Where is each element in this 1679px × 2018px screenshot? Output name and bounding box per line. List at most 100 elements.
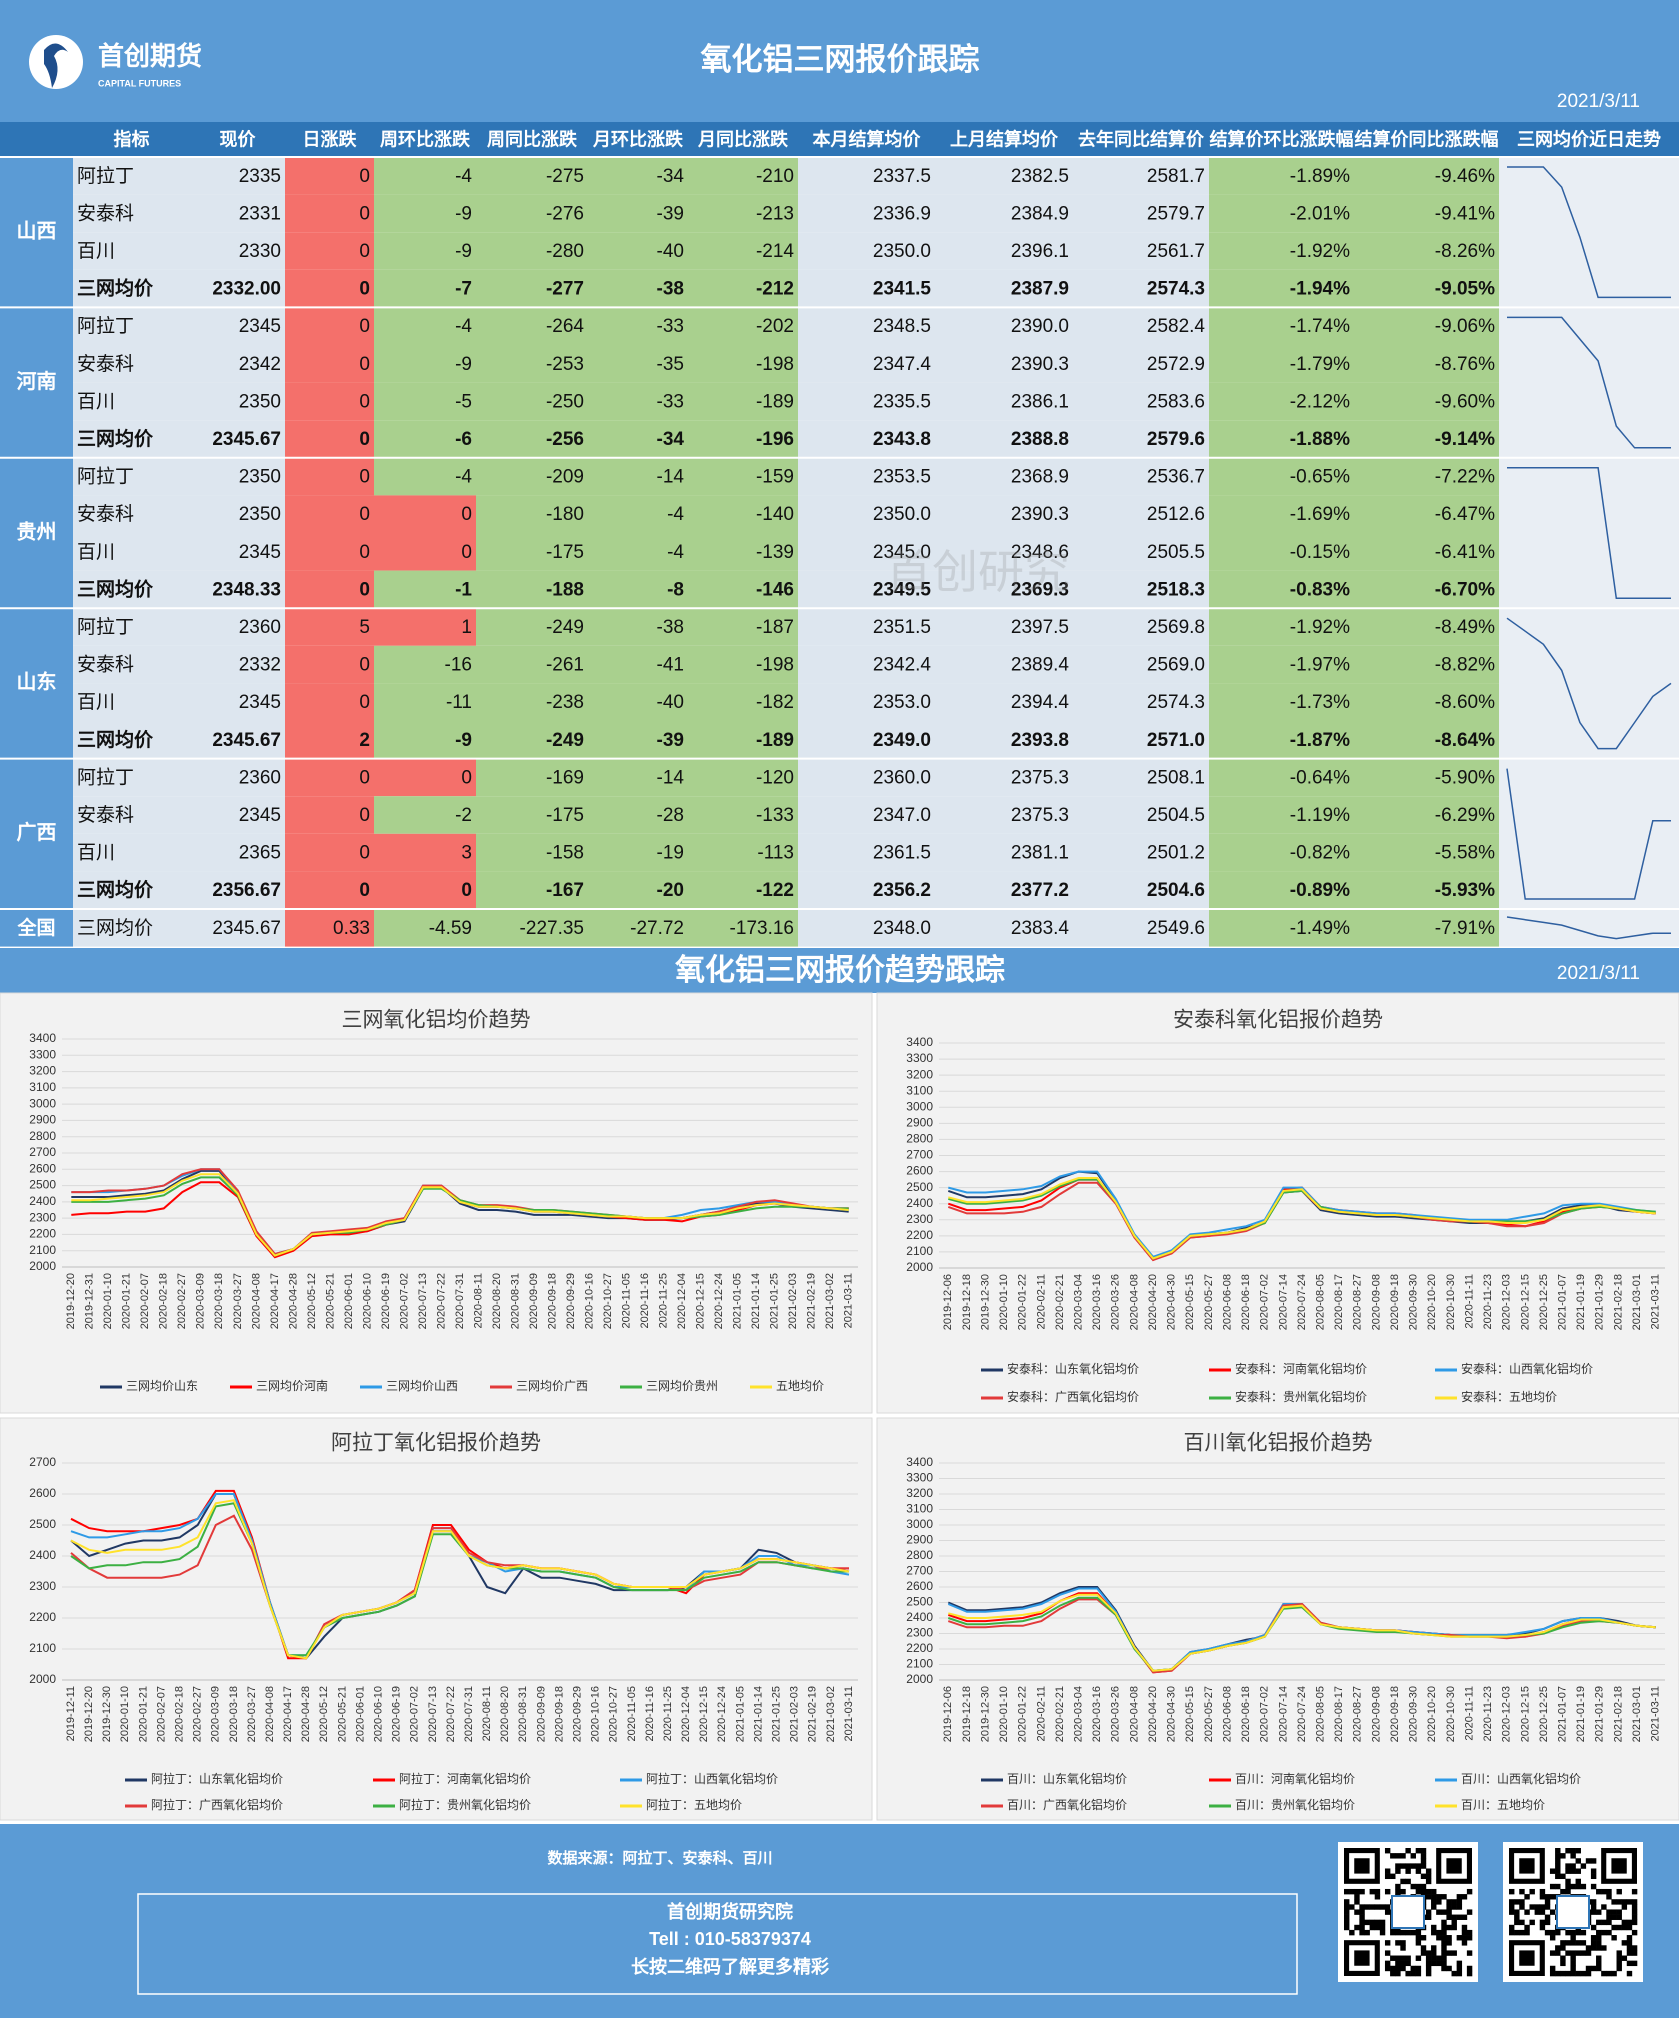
cell-background: [476, 833, 588, 872]
qr-module: [1570, 1965, 1576, 1972]
table-cell: 2353.0: [873, 692, 931, 713]
x-tick-label: 2020-06-08: [1221, 1274, 1233, 1330]
qr-module: [1631, 1919, 1638, 1926]
x-tick-label: 2020-03-27: [246, 1686, 258, 1742]
legend-label: 百川：河南氧化铝均价: [1235, 1771, 1355, 1786]
qr-module: [1344, 1924, 1350, 1931]
qr-module: [1415, 1970, 1422, 1977]
table-cell: -39: [657, 203, 684, 224]
qr-module: [1400, 1960, 1406, 1967]
cell-background: [190, 420, 285, 458]
province-label: 广西: [17, 820, 57, 844]
qr-module: [1585, 1970, 1592, 1977]
x-tick-label: 2020-04-20: [1147, 1686, 1159, 1742]
legend-label: 三网均价山东: [126, 1379, 198, 1393]
qr-module: [1405, 1848, 1411, 1854]
qr-module: [1431, 1945, 1437, 1951]
qr-finder: [1519, 1858, 1535, 1874]
series-line: [948, 1170, 1656, 1258]
cell-background: [1209, 420, 1354, 458]
cell-background: [73, 533, 190, 571]
qr-module: [1441, 1940, 1447, 1946]
province-label: 河南: [17, 370, 57, 393]
y-tick-label: 2900: [906, 1116, 933, 1130]
cell-background: [1209, 495, 1354, 533]
qr-module: [1410, 1863, 1416, 1869]
y-tick-label: 2400: [29, 1194, 56, 1208]
cell-background: [374, 307, 476, 345]
qr-module: [1611, 1935, 1617, 1941]
qr-module: [1441, 1955, 1447, 1961]
cell-background: [798, 721, 935, 759]
qr-module: [1590, 1924, 1597, 1931]
x-tick-label: 2020-03-18: [228, 1686, 240, 1742]
qr-module: [1441, 1924, 1447, 1931]
table-cell: 三网均价: [77, 917, 153, 939]
cell-background: [688, 608, 798, 646]
cell-background: [1209, 758, 1354, 797]
cell-background: [476, 796, 588, 834]
cell-background: [374, 645, 476, 684]
table-cell: -120: [756, 767, 794, 788]
x-tick-label: 2020-11-11: [1463, 1274, 1475, 1329]
y-tick-label: 2300: [906, 1626, 933, 1640]
table-cell: 2350: [239, 504, 281, 525]
table-cell: 2388.8: [1011, 429, 1069, 450]
table-cell: 2353.5: [873, 467, 931, 488]
table-cell: 2512.6: [1147, 504, 1205, 525]
y-tick-label: 2600: [29, 1161, 56, 1175]
qr-module: [1539, 1909, 1546, 1915]
cell-background: [588, 345, 688, 383]
cell-background: [73, 232, 190, 270]
cell-background: [935, 495, 1073, 533]
qr-module: [1431, 1894, 1437, 1900]
sparkline: [1507, 467, 1671, 599]
table-cell: 2360: [239, 767, 281, 788]
table-cell: 2: [359, 730, 370, 751]
sparkline: [1506, 768, 1671, 900]
column-header: 月环比涨跌: [592, 128, 684, 149]
y-tick-label: 2400: [906, 1196, 933, 1210]
qr-module: [1456, 1894, 1463, 1900]
qr-module: [1616, 1955, 1622, 1961]
x-tick-label: 2020-08-27: [1352, 1686, 1364, 1742]
x-tick-label: 2020-01-10: [119, 1686, 131, 1742]
qr-module: [1570, 1960, 1576, 1967]
cell-background: [588, 157, 688, 195]
cell-background: [374, 269, 476, 308]
qr-module: [1395, 1929, 1401, 1936]
qr-module: [1631, 1899, 1638, 1905]
qr-module: [1514, 1929, 1520, 1936]
x-tick-label: 2021-03-02: [824, 1273, 836, 1329]
table-cell: -1.92%: [1290, 241, 1350, 262]
qr-module: [1565, 1868, 1571, 1874]
table-cell: 2505.5: [1147, 542, 1205, 563]
cell-background: [1354, 307, 1499, 345]
cell-background: [1354, 457, 1499, 496]
qr-module: [1405, 1970, 1411, 1977]
qr-module: [1544, 1914, 1551, 1920]
cell-background: [588, 570, 688, 609]
x-tick-label: 2020-02-27: [176, 1273, 188, 1329]
table-cell: 2341.5: [873, 279, 932, 300]
cell-background: [476, 232, 588, 270]
x-tick-label: 2020-03-26: [1110, 1274, 1122, 1330]
qr-module: [1395, 1853, 1401, 1859]
column-header: 现价: [220, 129, 257, 149]
x-tick-label: 2020-05-27: [1203, 1274, 1215, 1330]
x-tick-label: 2020-08-31: [509, 1273, 521, 1329]
cell-background: [190, 758, 285, 797]
table-cell: -9.14%: [1435, 429, 1495, 450]
qr-module: [1431, 1955, 1437, 1961]
table-cell: -264: [546, 316, 584, 337]
x-tick-label: 2020-12-25: [1538, 1686, 1550, 1742]
qr-module: [1461, 1935, 1468, 1941]
cell-background: [1354, 645, 1499, 684]
y-tick-label: 2100: [29, 1243, 56, 1257]
cell-background: [1073, 833, 1209, 872]
cell-background: [688, 457, 798, 496]
table-cell: -8.26%: [1435, 241, 1495, 262]
table-cell: 2375.3: [1011, 805, 1069, 826]
table-cell: 2335: [239, 166, 281, 187]
qr-module: [1560, 1960, 1566, 1967]
